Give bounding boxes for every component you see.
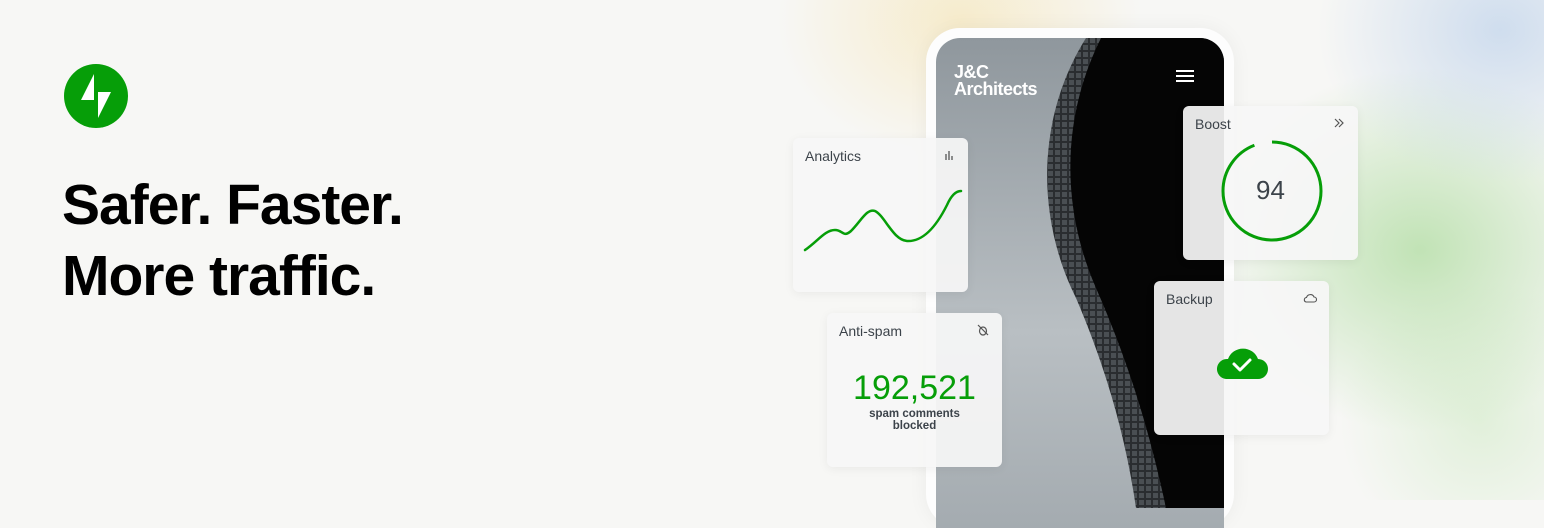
bug-off-icon <box>977 324 989 336</box>
headline-line-1: Safer. Faster. <box>62 173 404 237</box>
double-chevron-right-icon[interactable] <box>1332 116 1346 130</box>
headline: Safer. Faster. More traffic. <box>62 170 404 312</box>
boost-score-ring <box>1221 140 1323 242</box>
boost-score: 94 <box>1256 175 1285 205</box>
antispam-card: Anti-spam 192,521 spam comments blocked <box>827 313 1002 467</box>
site-brand: J&C Architects <box>954 62 1038 99</box>
headline-line-2: More traffic. <box>62 244 376 308</box>
analytics-title: Analytics <box>805 148 862 164</box>
backup-card: Backup <box>1154 281 1329 435</box>
spam-caption-line-1: spam comments <box>869 408 960 420</box>
cloud-check-icon <box>1216 348 1268 379</box>
backup-title: Backup <box>1166 291 1213 307</box>
brand-line-1: J&C <box>954 62 989 82</box>
spam-caption-line-2: blocked <box>892 420 937 432</box>
bar-chart-icon <box>945 151 953 160</box>
boost-card: Boost 94 <box>1183 106 1358 260</box>
spam-caption: spam comments blocked <box>827 408 1002 432</box>
spam-count: 192,521 <box>853 369 976 407</box>
antispam-title: Anti-spam <box>839 323 903 339</box>
cloud-icon <box>1303 294 1317 303</box>
hamburger-icon[interactable] <box>1176 70 1194 85</box>
boost-title: Boost <box>1195 116 1231 132</box>
jetpack-logo-icon <box>64 64 128 128</box>
brand-line-2: Architects <box>954 79 1038 99</box>
analytics-trend-line <box>803 189 963 252</box>
analytics-card: Analytics <box>793 138 968 292</box>
